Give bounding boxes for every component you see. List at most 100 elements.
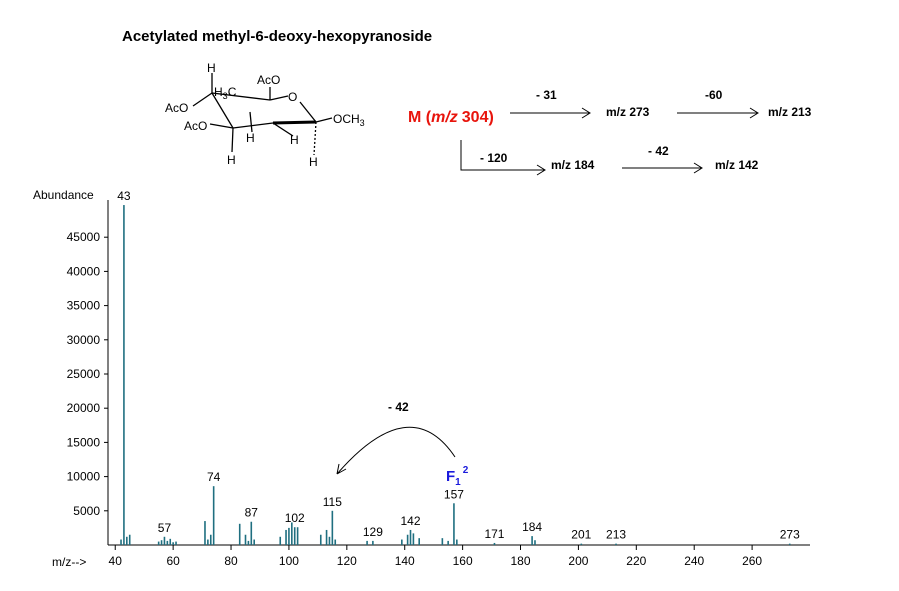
peak: [247, 540, 250, 545]
atom: H: [207, 61, 216, 75]
scheme-text: - 31 m/z 273 -60 m/z 213 - 120 m/z 184 -…: [480, 88, 812, 172]
product: m/z 273: [606, 105, 650, 119]
peak: [244, 534, 247, 545]
peak: [580, 543, 583, 545]
peak: [204, 521, 206, 545]
peak-label: 57: [158, 521, 172, 535]
x-tick-label: 200: [568, 554, 588, 568]
peak: [212, 486, 215, 545]
peak: [319, 534, 322, 545]
peak: [169, 538, 172, 545]
peak-label: 201: [571, 528, 591, 542]
t: 1: [455, 477, 461, 488]
x-tick-label: 60: [166, 554, 180, 568]
t: 2: [463, 465, 469, 476]
x-tick-label: 180: [510, 554, 530, 568]
peak: [166, 540, 169, 545]
x-axis-label: m/z-->: [52, 555, 86, 569]
peak: [160, 540, 163, 545]
peak: [123, 205, 125, 545]
peak-label: 87: [245, 506, 259, 520]
peak: [441, 538, 444, 545]
peak: [279, 536, 282, 545]
peak: [453, 503, 455, 545]
peak: [325, 529, 328, 545]
atom: AcO: [165, 101, 188, 115]
x-tick-label: 260: [742, 554, 762, 568]
peak: [372, 540, 374, 545]
peak-label: 273: [780, 528, 800, 542]
peak: [406, 534, 409, 545]
annotation-arrow: [336, 426, 456, 475]
structure-labels: H H3C AcO O OCH3 AcO AcO H H H H: [165, 61, 365, 169]
peak: [253, 539, 255, 545]
x-tick-label: 220: [626, 554, 646, 568]
peak: [331, 510, 334, 545]
peak: [209, 534, 212, 545]
scheme-arrows: [460, 107, 759, 176]
y-tick-label: 45000: [67, 230, 101, 244]
peak: [120, 539, 122, 545]
peak: [447, 540, 449, 545]
peak: [293, 527, 296, 545]
atom: C: [228, 85, 237, 99]
product: m/z 213: [768, 105, 812, 119]
peak-label: 129: [363, 525, 383, 539]
x-tick-label: 140: [395, 554, 415, 568]
peak: [238, 523, 241, 545]
x-tick-label: 80: [224, 554, 238, 568]
loss: - 31: [536, 88, 557, 102]
y-tick-label: 30000: [67, 333, 101, 347]
atom: OCH: [333, 112, 360, 126]
peak: [366, 540, 368, 545]
sub: 3: [360, 118, 365, 128]
peak: [456, 539, 458, 545]
t: M (: [408, 109, 432, 126]
peak: [163, 536, 166, 545]
peak: [531, 536, 533, 545]
peak-label: 184: [522, 520, 542, 534]
peak-label: 213: [606, 528, 626, 542]
x-tick-label: 160: [453, 554, 473, 568]
peak: [172, 542, 174, 545]
y-tick-label: 25000: [67, 367, 101, 381]
atom: H: [309, 155, 318, 169]
parent-ion: M (m/z 304): [408, 109, 494, 126]
atom: OCH3: [333, 112, 365, 128]
peak: [334, 539, 337, 545]
peak: [288, 527, 290, 545]
peak: [285, 529, 287, 545]
atom: H: [290, 133, 299, 147]
x-tick-label: 100: [279, 554, 299, 568]
peak: [250, 521, 253, 545]
y-tick-label: 40000: [67, 264, 101, 278]
peak: [493, 542, 496, 545]
t: m/z: [431, 109, 458, 126]
peak-label: 74: [207, 470, 221, 484]
y-tick-label: 15000: [67, 435, 101, 449]
product: m/z 142: [715, 158, 759, 172]
peak-label: 157: [444, 487, 464, 501]
x-tick-label: 240: [684, 554, 704, 568]
y-tick-label: 5000: [73, 504, 100, 518]
t: F: [446, 468, 455, 485]
sub: 3: [223, 91, 228, 101]
atom: AcO: [257, 73, 280, 87]
loss: - 42: [648, 144, 669, 158]
peak: [328, 536, 331, 545]
peak-label: 171: [484, 527, 504, 541]
atom: H: [246, 131, 255, 145]
fragment-label: F12: [446, 465, 469, 488]
structure-bonds: [192, 73, 333, 156]
peak: [128, 534, 131, 545]
x-tick-label: 120: [337, 554, 357, 568]
atom: AcO: [184, 119, 207, 133]
product: m/z 184: [551, 158, 595, 172]
peak: [207, 539, 209, 545]
y-tick-label: 10000: [67, 470, 101, 484]
x-tick-label: 40: [109, 554, 123, 568]
loss: - 120: [480, 151, 508, 165]
title: Acetylated methyl-6-deoxy-hexopyranoside: [122, 28, 432, 45]
peak-label: 115: [323, 495, 342, 509]
